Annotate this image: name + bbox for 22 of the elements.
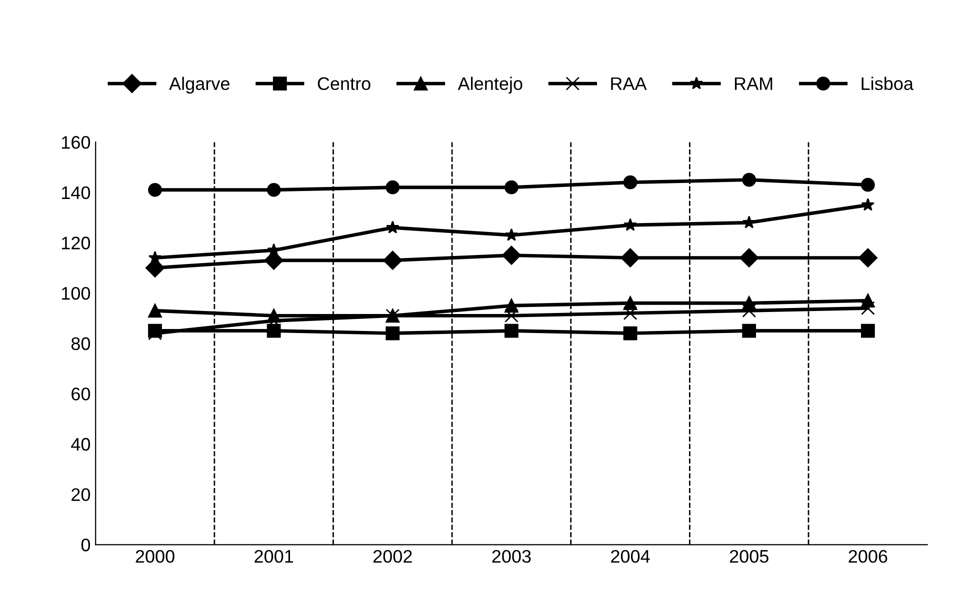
y-tick-label: 100 <box>62 286 90 300</box>
legend-label: Alentejo <box>458 76 522 94</box>
x-tick-label: 2001 <box>254 550 294 563</box>
x-tick-label: 2003 <box>492 550 531 563</box>
y-tick-label: 160 <box>62 136 90 149</box>
legend-label: Centro <box>318 77 370 90</box>
y-tick-label: 80 <box>71 337 90 350</box>
legend-label: Lisboa <box>862 76 914 90</box>
y-tick-label: 40 <box>71 438 90 451</box>
x-tick-label: 2004 <box>611 550 650 563</box>
legend-label: Algarve <box>169 76 230 94</box>
y-tick-label: 120 <box>62 236 90 250</box>
x-tick-label: 2006 <box>848 550 888 563</box>
y-tick-label: 20 <box>72 488 90 502</box>
x-tick-label: 2005 <box>730 550 768 563</box>
x-tick-label: 2002 <box>373 550 412 563</box>
x-tick-label: 2000 <box>136 550 174 563</box>
y-tick-label: 140 <box>62 186 90 200</box>
legend-label: RAA <box>611 77 647 90</box>
legend-label: RAM <box>734 77 772 90</box>
y-tick-label: 60 <box>72 388 90 400</box>
y-tick-label: 0 <box>81 538 90 552</box>
